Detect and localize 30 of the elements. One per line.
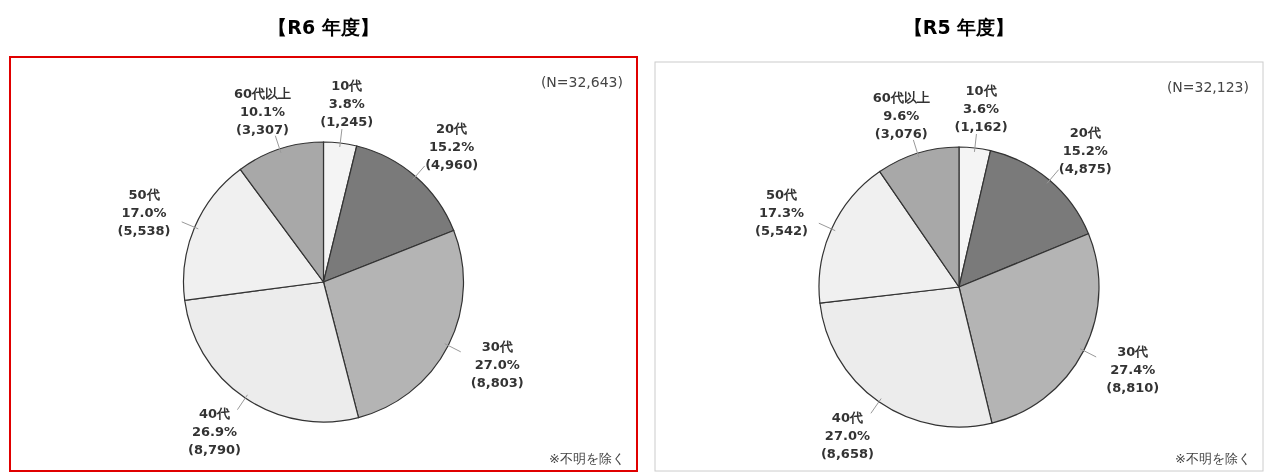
data-label: 17.3% (5,542) [755, 205, 809, 239]
data-label: 27.4% (8,810) [1106, 361, 1160, 395]
chart-title: 【R5 年度】 [903, 16, 1015, 38]
slice-label: 30代 [481, 338, 513, 354]
slice-label: 60代以上 [233, 86, 292, 102]
data-label: 26.9% (8,790) [187, 424, 242, 458]
data-label: 9.6% (3,076) [874, 108, 928, 142]
slice-label: 20代 [1069, 124, 1101, 140]
slice-label: 50代 [128, 186, 160, 202]
text: ※不明を除く [1175, 451, 1251, 466]
slice-label: 40代 [831, 409, 863, 425]
slice-label: 10代 [965, 83, 997, 99]
slice-label: 40代 [198, 406, 231, 422]
data-label: 27.0% (8,803) [470, 356, 524, 390]
data-label: 17.0% (5,538) [117, 204, 171, 238]
slice-label: 20代 [436, 121, 468, 137]
slice-label: 30代 [1117, 343, 1149, 359]
data-label: 15.2% (4,960) [425, 139, 479, 173]
data-label: 27.0% (8,658) [820, 427, 874, 461]
text: (N=32,643) [540, 74, 623, 90]
slice-label: 10代 [331, 78, 363, 94]
data-label: 10.1% (3,307) [235, 104, 289, 138]
slice-label: 50代 [765, 187, 798, 203]
text: (N=32,123) [1166, 79, 1249, 95]
data-label: 3.8% (1,245) [320, 96, 374, 130]
text: ※不明を除く [549, 451, 625, 466]
chart-title: 【R6 年度】 [268, 16, 379, 38]
data-label: 3.6% (1,162) [954, 101, 1008, 135]
data-label: 15.2% (4,875) [1058, 142, 1112, 176]
slice-label: 60代以上 [872, 90, 930, 106]
